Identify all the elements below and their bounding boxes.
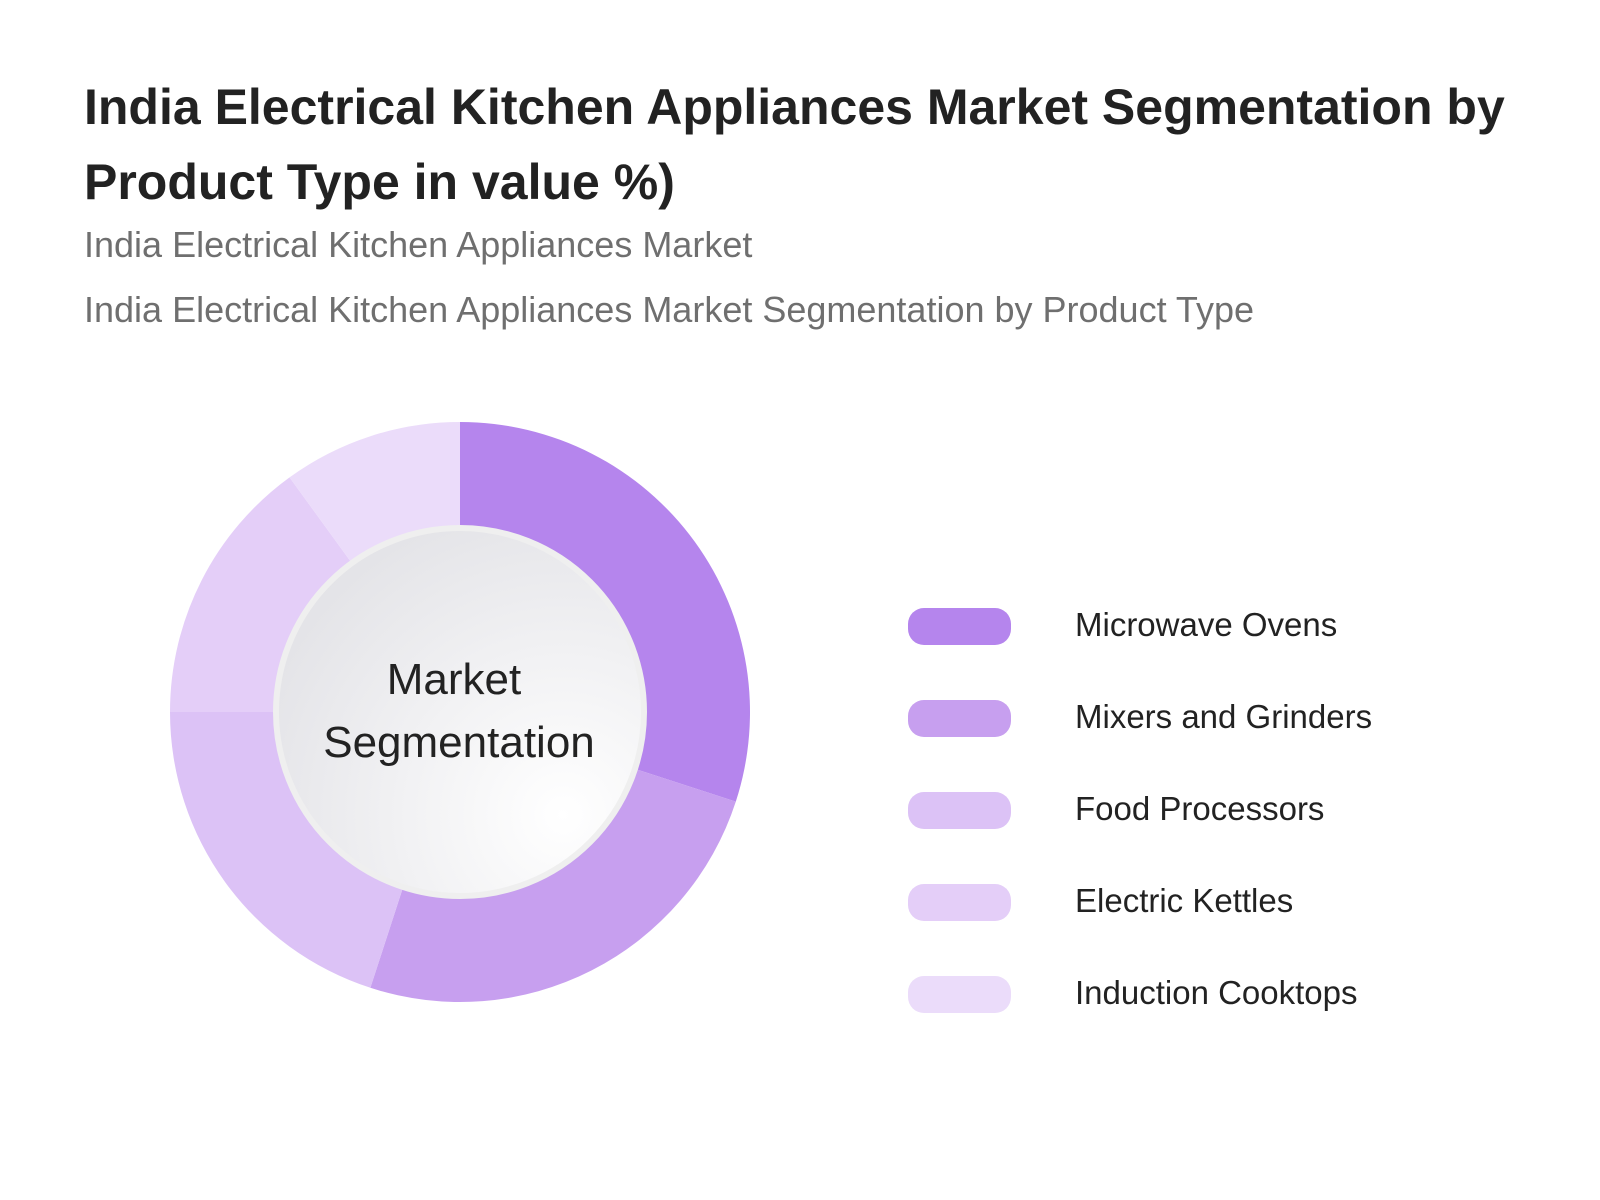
donut-slice-electric-kettles: [170, 477, 352, 712]
legend-item-electric-kettles: Electric Kettles: [908, 871, 1548, 963]
chart-subtitle-market: India Electrical Kitchen Appliances Mark…: [84, 224, 753, 265]
legend-item-mixers-and-grinders: Mixers and Grinders: [908, 687, 1548, 779]
donut-chart-area: Market Segmentation: [160, 420, 770, 1030]
donut-center: [273, 525, 647, 899]
legend-item-food-processors: Food Processors: [908, 779, 1548, 871]
donut-slices: [170, 422, 750, 1003]
legend-label-induction-cooktops: Induction Cooktops: [1075, 974, 1358, 1011]
legend-item-induction-cooktops: Induction Cooktops: [908, 963, 1548, 1055]
donut-slice-food-processors: [170, 712, 404, 988]
legend-label-electric-kettles: Electric Kettles: [1075, 882, 1294, 919]
donut-slice-mixers-and-grinders: [370, 768, 736, 1003]
donut-slice-induction-cooktops: [289, 422, 460, 564]
chart-title: India Electrical Kitchen Appliances Mark…: [84, 79, 1505, 210]
chart-legend: Microwave Ovens Mixers and Grinders Food…: [908, 595, 1548, 1055]
center-label-line-1: Market: [387, 655, 521, 704]
legend-swatch-microwave-ovens: [908, 608, 1011, 645]
legend-label-mixers-and-grinders: Mixers and Grinders: [1075, 698, 1373, 735]
donut-slice-microwave-ovens: [460, 422, 750, 802]
chart-subtitle-segmentation: India Electrical Kitchen Appliances Mark…: [84, 289, 1254, 330]
chart-header: India Electrical Kitchen Appliances Mark…: [84, 70, 1564, 335]
center-label-line-2: Segmentation: [323, 718, 595, 767]
legend-label-microwave-ovens: Microwave Ovens: [1075, 606, 1338, 643]
legend-swatch-electric-kettles: [908, 884, 1011, 921]
legend-item-microwave-ovens: Microwave Ovens: [908, 595, 1548, 687]
legend-label-food-processors: Food Processors: [1075, 790, 1325, 827]
legend-swatch-mixers-and-grinders: [908, 700, 1011, 737]
legend-swatch-food-processors: [908, 792, 1011, 829]
legend-swatch-induction-cooktops: [908, 976, 1011, 1013]
donut-chart: Market Segmentation: [170, 422, 750, 1003]
